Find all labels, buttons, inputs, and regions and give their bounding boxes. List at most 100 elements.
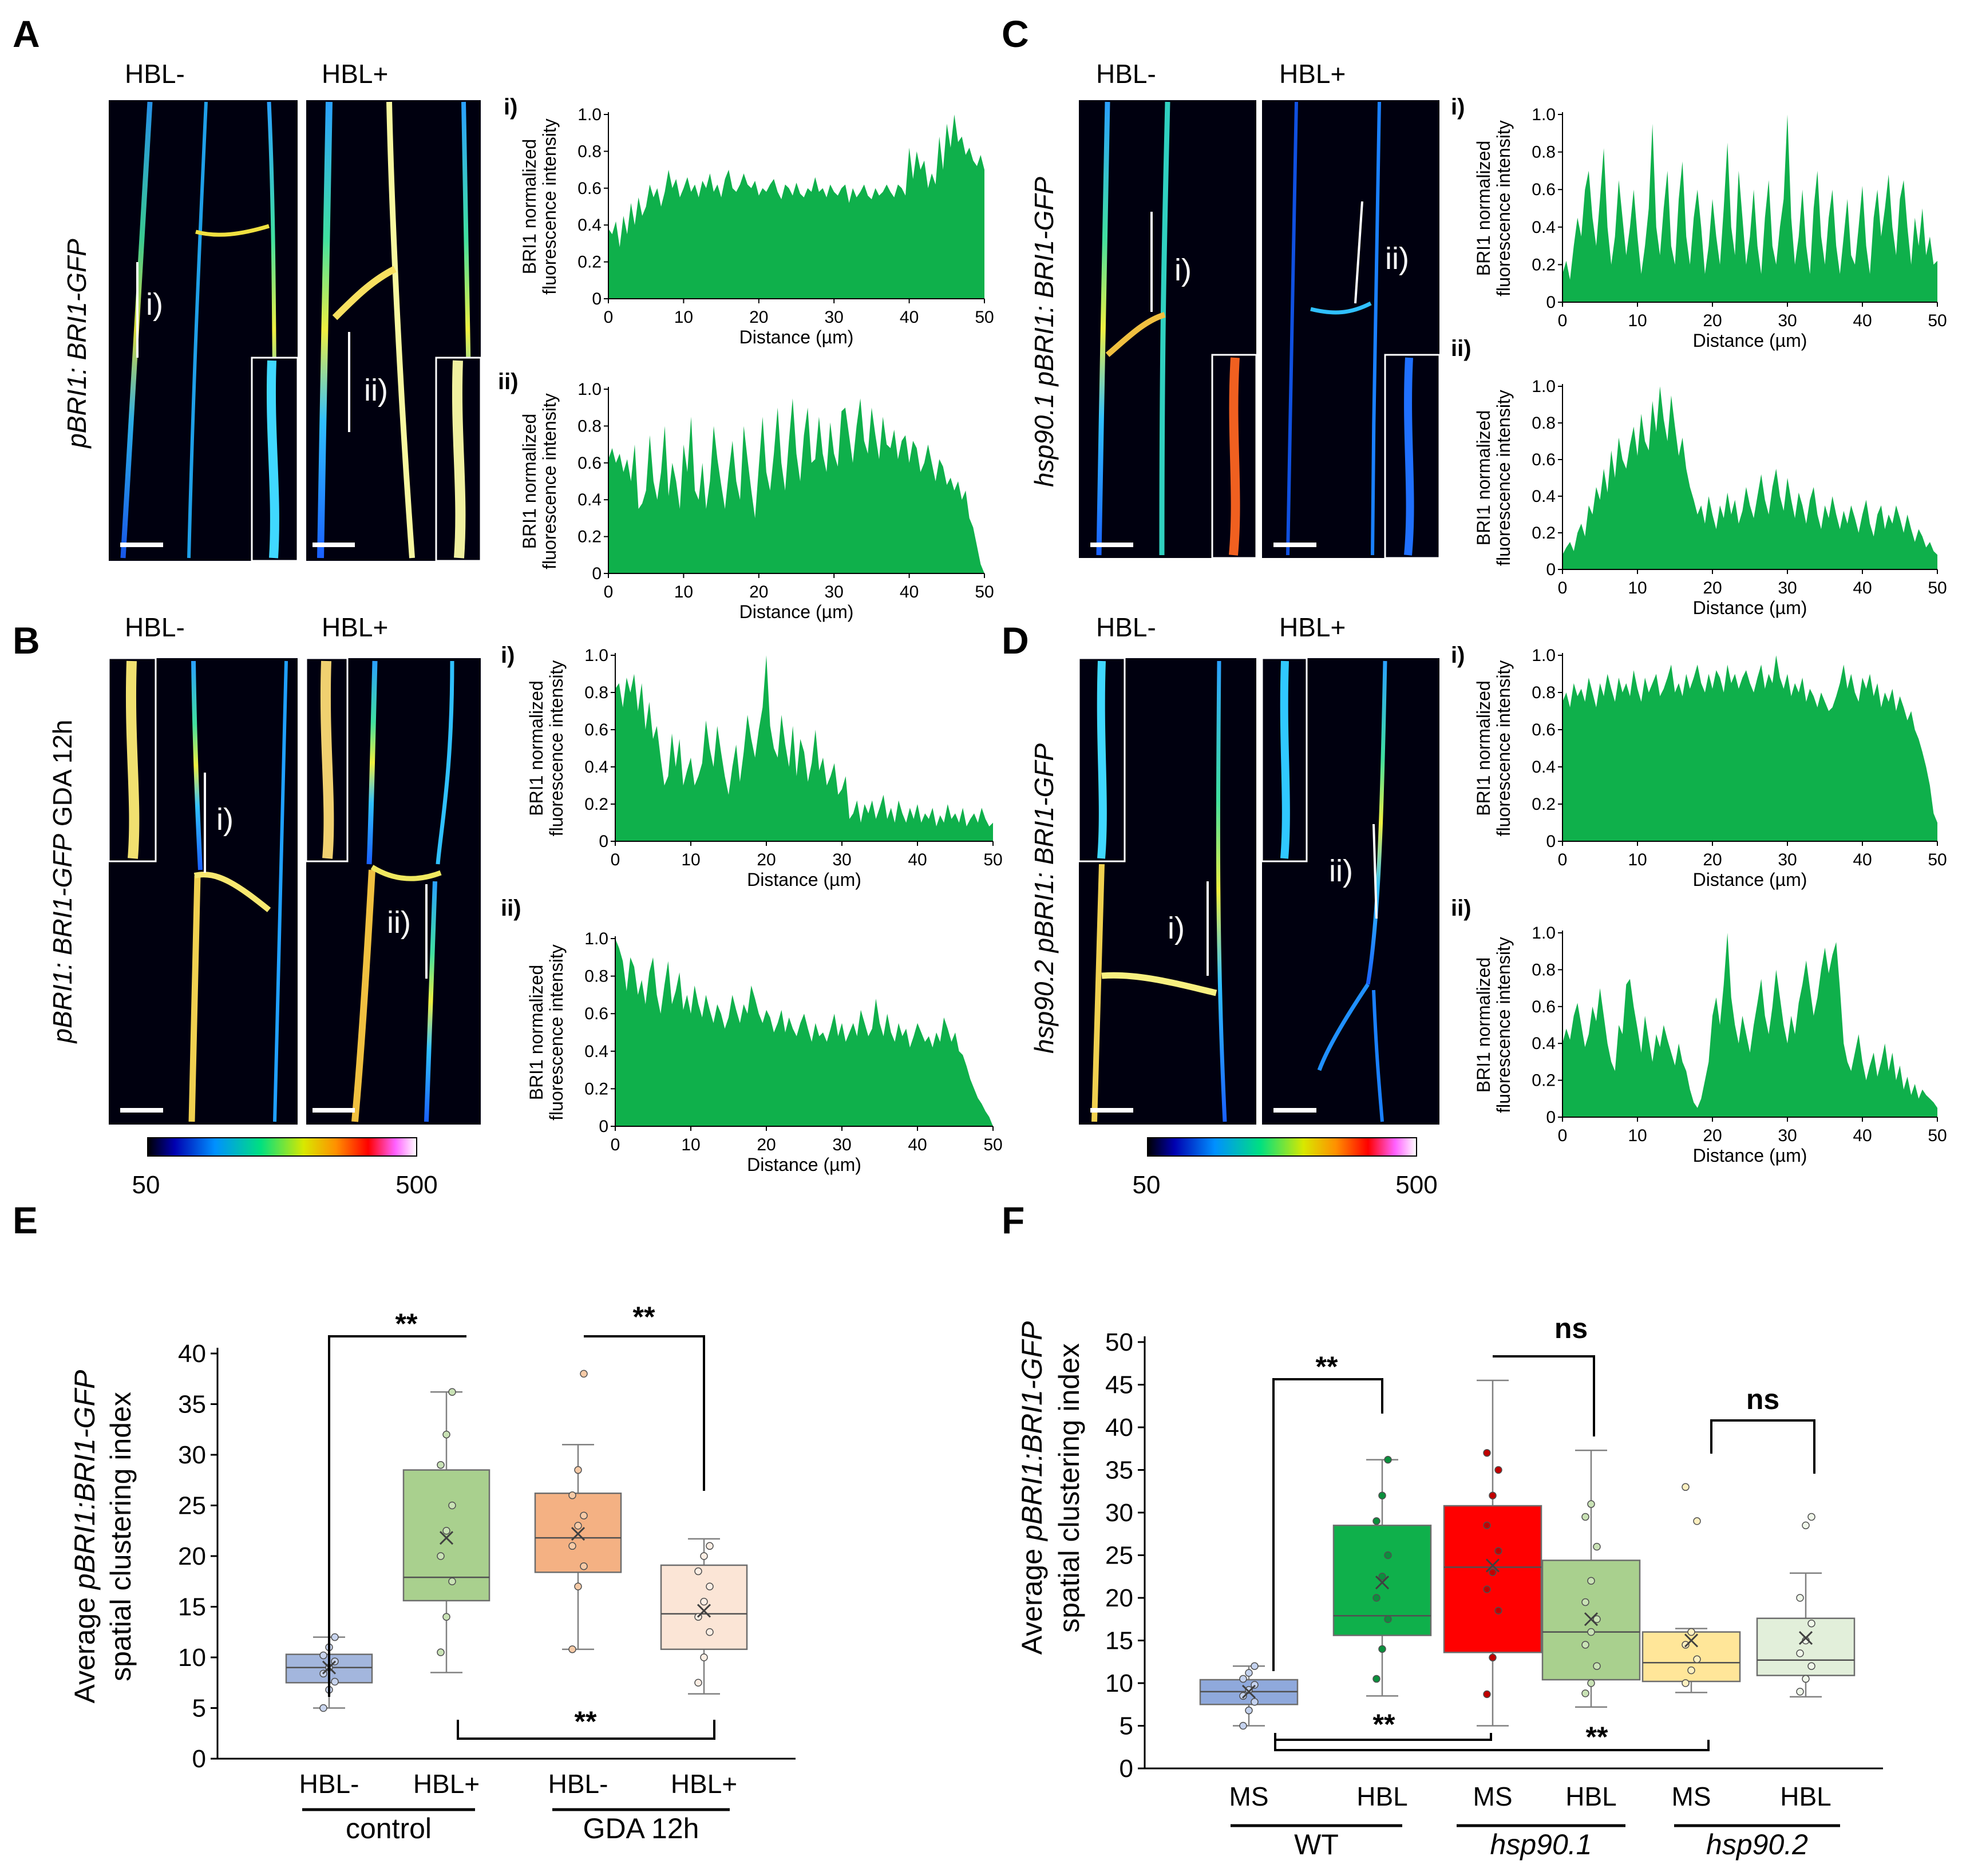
d-profile-i-ytick-label: 0.8 xyxy=(1532,683,1556,702)
e-box-4-point xyxy=(700,1653,708,1661)
b-profile-ii-ytick-label: 0 xyxy=(599,1117,608,1136)
e-box-4-mean-marker xyxy=(697,1604,711,1618)
a-profile-ii-ytick-label: 0 xyxy=(592,564,602,583)
f-box-5-point xyxy=(1693,1655,1701,1664)
a-profile-i-xtick-label: 0 xyxy=(604,308,614,327)
c-profile-ii-area xyxy=(1562,386,1937,569)
f-box-4-point xyxy=(1581,1641,1589,1649)
b-profile-i-ytick-label: 0.2 xyxy=(584,795,608,814)
e-ytick-label: 5 xyxy=(192,1695,206,1723)
f-box-5-point xyxy=(1682,1483,1690,1491)
a-profile-ii-xtick-label: 20 xyxy=(749,583,768,601)
e-box-2-point xyxy=(448,1388,456,1396)
e-category-label: HBL+ xyxy=(671,1769,737,1799)
f-box-1-point xyxy=(1245,1669,1253,1677)
b-profile-i-y-label-2: fluorescence intensity xyxy=(546,660,567,837)
f-significance-bracket xyxy=(1493,1355,1595,1436)
c-profile-ii-y-label-2: fluorescence intensity xyxy=(1493,390,1514,566)
e-box-4-point xyxy=(706,1542,714,1550)
c-profile-ii-xtick-label: 50 xyxy=(1928,579,1947,597)
a-micrograph-hbl-minus: i) xyxy=(109,100,299,562)
b-profile-i-ytick-label: 1.0 xyxy=(584,646,608,665)
f-ytick-label: 15 xyxy=(1105,1627,1133,1655)
d-profile-ii-ytick-label: 0.4 xyxy=(1532,1034,1556,1053)
d-profile-ii-ytick-label: 0.2 xyxy=(1532,1071,1556,1090)
f-box-6-point xyxy=(1807,1619,1815,1628)
a-profile-ii-x-label: Distance (µm) xyxy=(739,601,854,622)
a-profile-i-ytick-label: 0.8 xyxy=(577,142,602,161)
f-box-3-point xyxy=(1494,1606,1502,1615)
f-box-3-point xyxy=(1494,1466,1502,1474)
e-box-2-point xyxy=(442,1613,450,1621)
c-profile-ii-y-label-1: BRI1 normalized xyxy=(1473,410,1494,546)
e-y-axis-label-line1: Average pBRI1:BRI1-GFP xyxy=(69,1370,101,1703)
e-box-3-point xyxy=(574,1522,582,1530)
a-profile-ii-xtick-label: 0 xyxy=(604,583,614,601)
d-profile-i-y-label-2: fluorescence intensity xyxy=(1493,660,1514,837)
a-profile-i-area xyxy=(608,114,984,299)
b-colorbar-max: 500 xyxy=(395,1171,437,1199)
b-colorbar-min: 50 xyxy=(132,1171,160,1199)
c-profile-i-xtick-label: 10 xyxy=(1628,311,1647,330)
f-box-3-mean-marker xyxy=(1485,1558,1500,1573)
d-profile-i-chart: 0 0.2 0.4 0.6 0.8 1.0 0 10 20 30 40 50 Distance (µm)… xyxy=(1451,643,1947,890)
f-box-4-point xyxy=(1581,1598,1589,1606)
d-profile-i-xtick-label: 0 xyxy=(1558,850,1568,869)
d-profile-ii-xtick-label: 30 xyxy=(1778,1126,1797,1145)
f-ytick-label: 45 xyxy=(1105,1371,1133,1399)
a-profile-ii-area xyxy=(608,398,984,573)
d-profile-i-ytick-label: 0.2 xyxy=(1532,795,1556,814)
d-micrograph-hbl-plus: ii) xyxy=(1261,657,1439,1125)
d-profile-ii-x-label: Distance (µm) xyxy=(1693,1145,1807,1166)
c-profile-i-xtick-label: 20 xyxy=(1703,311,1722,330)
f-box-2-point xyxy=(1372,1675,1380,1683)
f-significance-label: ns xyxy=(1554,1312,1588,1344)
e-box-4-point xyxy=(706,1582,714,1590)
c-profile-ii-ytick-label: 0.6 xyxy=(1532,450,1556,469)
f-box-1-point xyxy=(1239,1692,1247,1700)
b-profile-ii-y-label-2: fluorescence intensity xyxy=(546,944,567,1121)
a-profile-i-xtick-label: 10 xyxy=(674,308,693,327)
b-profile-ii-ytick-label: 0.2 xyxy=(584,1079,608,1098)
f-box-6-point xyxy=(1796,1594,1804,1602)
f-box-6-point xyxy=(1802,1675,1810,1683)
e-y-axis-label-line2: spatial clustering index xyxy=(105,1392,137,1681)
d-profile-i-roman: i) xyxy=(1451,643,1465,668)
e-box-2-rect xyxy=(402,1469,490,1602)
c-profile-i-xtick-label: 40 xyxy=(1853,311,1872,330)
c-profile-i-ytick-label: 0.8 xyxy=(1532,143,1556,162)
c-profile-ii-xtick-label: 10 xyxy=(1628,579,1647,597)
e-significance-bracket xyxy=(328,1335,466,1697)
e-ytick-label: 30 xyxy=(178,1441,206,1469)
f-box-1-mean-marker xyxy=(1241,1684,1256,1699)
b-colorbar: 50 500 xyxy=(132,1137,438,1199)
d-marker-ii: ii) xyxy=(1329,854,1353,888)
f-box-3-point xyxy=(1483,1448,1491,1457)
f-box-2-point xyxy=(1378,1573,1386,1581)
c-profile-i-y-label-2: fluorescence intensity xyxy=(1493,120,1514,296)
c-profile-ii-xtick-label: 20 xyxy=(1703,579,1722,597)
b-profile-i-ytick-label: 0.6 xyxy=(584,721,608,739)
f-significance-label: ** xyxy=(1373,1708,1395,1740)
f-box-4-point xyxy=(1581,1513,1589,1521)
e-box-3-point xyxy=(580,1562,588,1570)
a-micrograph-hbl-plus: ii) xyxy=(306,100,482,562)
b-profile-i-ytick-label: 0.8 xyxy=(584,683,608,702)
f-box-1-point xyxy=(1245,1706,1253,1715)
d-profile-i-xtick-label: 20 xyxy=(1703,850,1722,869)
e-box-4-point xyxy=(700,1597,708,1606)
a-profile-i-roman: i) xyxy=(504,94,517,120)
f-box-3-point xyxy=(1489,1653,1497,1662)
f-box-4-mean-marker xyxy=(1584,1612,1599,1626)
e-significance-label: ** xyxy=(575,1705,597,1738)
f-box-6-point xyxy=(1802,1521,1810,1530)
b-micrograph-hbl-plus: ii) xyxy=(305,657,481,1125)
c-hbl-plus-label: HBL+ xyxy=(1279,59,1346,89)
b-profile-ii-ytick-label: 0.6 xyxy=(584,1004,608,1023)
d-colorbar-max: 500 xyxy=(1395,1171,1437,1199)
d-profile-i-xtick-label: 50 xyxy=(1928,850,1947,869)
f-category-label: MS xyxy=(1672,1782,1711,1811)
b-profile-i-xtick-label: 40 xyxy=(908,850,927,869)
f-box-5-point xyxy=(1687,1628,1695,1636)
panel-letter-e: E xyxy=(13,1199,38,1241)
